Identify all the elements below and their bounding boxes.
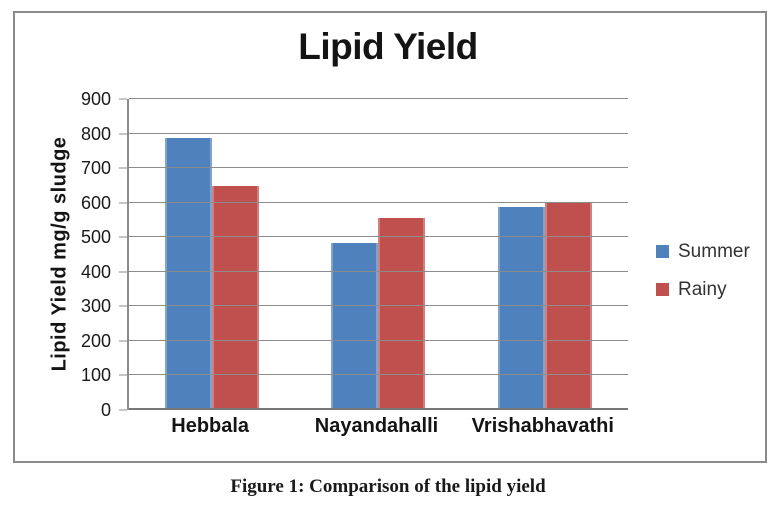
- bar-groups: [129, 99, 628, 410]
- x-axis-labels: Hebbala Nayandahalli Vrishabhavathi: [127, 415, 626, 438]
- y-tick-label-300: 300: [80, 296, 111, 317]
- y-tick-label-500: 500: [80, 227, 111, 248]
- bar-group-vrishabhavathi: [462, 99, 628, 410]
- bar-summer-hebbala: [165, 138, 213, 410]
- y-tick-mark-700: [119, 167, 127, 169]
- y-tick-label-400: 400: [80, 261, 111, 282]
- y-tick-label-0: 0: [100, 400, 111, 420]
- gridline-100: [129, 374, 628, 376]
- y-tick-mark-0: [119, 409, 127, 411]
- legend-swatch-summer-icon: [656, 245, 669, 258]
- gridline-500: [129, 236, 628, 238]
- legend-swatch-rainy-icon: [656, 283, 669, 296]
- bar-summer-nayandahalli: [331, 242, 379, 410]
- gridline-200: [129, 339, 628, 341]
- legend: Summer Rainy: [656, 242, 750, 318]
- x-axis-label-hebbala: Hebbala: [171, 415, 250, 437]
- gridline-800: [129, 132, 628, 134]
- legend-item-rainy: Rainy: [656, 280, 750, 299]
- y-tick-mark-100: [119, 374, 127, 376]
- gridline-600: [129, 201, 628, 203]
- y-tick-label-900: 900: [80, 89, 111, 109]
- gridline-300: [129, 305, 628, 307]
- y-tick-mark-200: [119, 340, 127, 342]
- legend-label-rainy: Rainy: [678, 279, 727, 300]
- y-tick-label-700: 700: [80, 158, 111, 179]
- bar-rainy-nayandahalli: [378, 218, 426, 410]
- y-tick-mark-400: [119, 271, 127, 273]
- y-tick-mark-600: [119, 202, 127, 204]
- gridline-700: [129, 167, 628, 169]
- legend-label-summer: Summer: [678, 241, 750, 262]
- y-tick-label-100: 100: [80, 365, 111, 386]
- y-axis-tick-labels: 0 100 200 300 400 500 600 700 800 900: [0, 90, 127, 419]
- bar-rainy-hebbala: [212, 186, 260, 410]
- x-axis-label-vrishabhavathi: Vrishabhavathi: [471, 415, 614, 437]
- y-tick-mark-300: [119, 305, 127, 307]
- legend-item-summer: Summer: [656, 242, 750, 261]
- gridline-900: [129, 98, 628, 99]
- figure-caption: Figure 1: Comparison of the lipid yield: [230, 476, 546, 497]
- chart-title: Lipid Yield: [298, 26, 478, 67]
- plot-area: [119, 98, 628, 411]
- bar-group-hebbala: [129, 99, 295, 410]
- bar-summer-vrishabhavathi: [497, 207, 545, 410]
- bar-group-nayandahalli: [295, 99, 461, 410]
- y-tick-label-800: 800: [80, 123, 111, 144]
- y-tick-label-600: 600: [80, 192, 111, 213]
- y-tick-mark-800: [119, 133, 127, 135]
- y-tick-mark-900: [119, 98, 127, 100]
- x-axis-label-nayandahalli: Nayandahalli: [314, 415, 439, 437]
- x-axis-line: [129, 408, 628, 410]
- gridline-400: [129, 270, 628, 272]
- y-tick-label-200: 200: [80, 330, 111, 351]
- y-tick-mark-500: [119, 236, 127, 238]
